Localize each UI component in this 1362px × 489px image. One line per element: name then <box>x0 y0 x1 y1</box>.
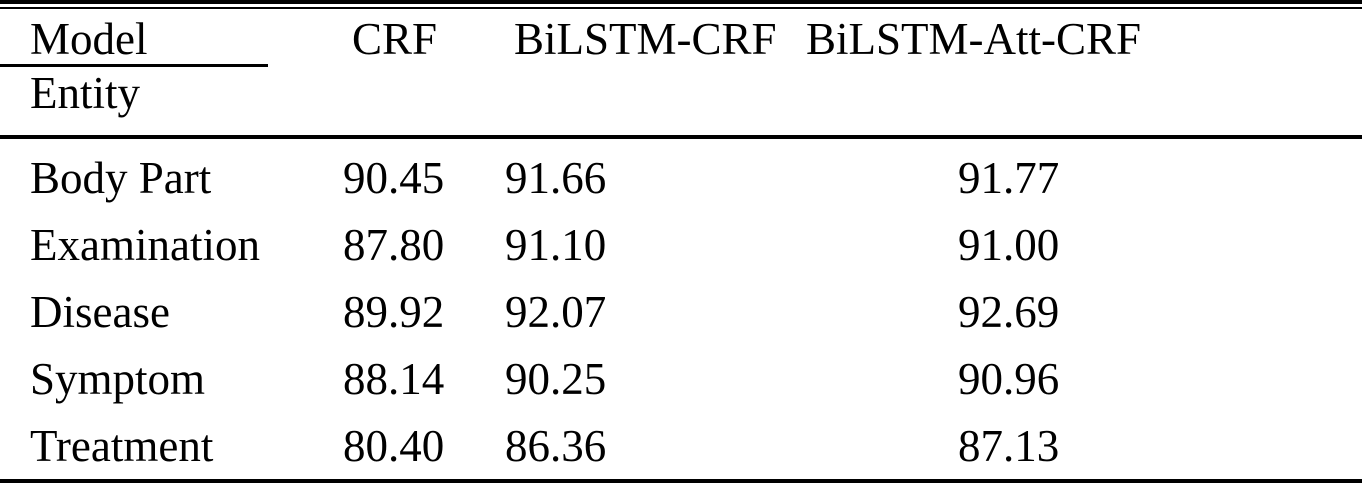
column-header-crf: CRF <box>352 14 438 64</box>
entity-cell: Treatment <box>30 421 214 471</box>
top-rule-thick <box>0 0 1362 4</box>
column-header-bilstm-att-crf: BiLSTM-Att-CRF <box>806 14 1142 64</box>
value-cell-crf: 88.14 <box>343 354 445 404</box>
value-cell-crf: 80.40 <box>343 421 445 471</box>
table-row: Disease 89.92 92.07 92.69 <box>0 289 1362 335</box>
value-cell-bilstm-crf: 90.25 <box>505 354 607 404</box>
table-row: Symptom 88.14 90.25 90.96 <box>0 356 1362 402</box>
value-cell-bilstm-crf: 92.07 <box>505 287 607 337</box>
bottom-rule <box>0 479 1362 483</box>
entity-cell: Disease <box>30 287 170 337</box>
value-cell-bilstm-att-crf: 92.69 <box>958 287 1060 337</box>
table-row: Body Part 90.45 91.66 91.77 <box>0 155 1362 201</box>
value-cell-bilstm-crf: 91.66 <box>505 153 607 203</box>
table-row: Treatment 80.40 86.36 87.13 <box>0 423 1362 469</box>
value-cell-bilstm-att-crf: 91.77 <box>958 153 1060 203</box>
table-row: Examination 87.80 91.10 91.00 <box>0 222 1362 268</box>
value-cell-crf: 87.80 <box>343 220 445 270</box>
top-rule-thin <box>0 7 1362 9</box>
value-cell-crf: 90.45 <box>343 153 445 203</box>
value-cell-bilstm-att-crf: 90.96 <box>958 354 1060 404</box>
model-entity-divider-rule <box>0 64 268 67</box>
entity-cell: Symptom <box>30 354 206 404</box>
entity-cell: Body Part <box>30 153 212 203</box>
value-cell-bilstm-att-crf: 87.13 <box>958 421 1060 471</box>
header-separator-rule <box>0 135 1362 139</box>
value-cell-crf: 89.92 <box>343 287 445 337</box>
value-cell-bilstm-crf: 86.36 <box>505 421 607 471</box>
header-model-label: Model <box>30 14 148 64</box>
value-cell-bilstm-att-crf: 91.00 <box>958 220 1060 270</box>
header-entity-label: Entity <box>30 68 140 118</box>
value-cell-bilstm-crf: 91.10 <box>505 220 607 270</box>
entity-cell: Examination <box>30 220 260 270</box>
column-header-bilstm-crf: BiLSTM-CRF <box>514 14 777 64</box>
